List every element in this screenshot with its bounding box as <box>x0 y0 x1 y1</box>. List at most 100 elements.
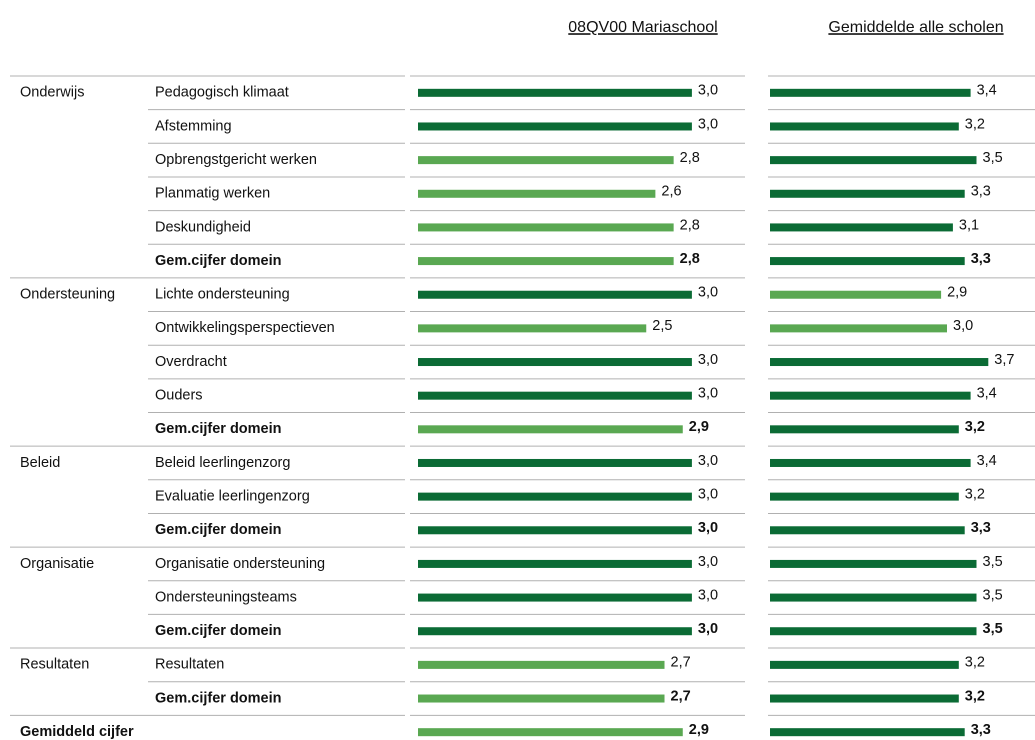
value-label: 3,7 <box>994 352 1014 368</box>
bar <box>770 425 959 434</box>
bar <box>418 223 674 232</box>
bar <box>770 559 977 568</box>
bar <box>770 627 977 636</box>
bar <box>770 526 965 535</box>
domain-label: Organisatie <box>20 556 94 572</box>
domain-label: Resultaten <box>20 657 89 673</box>
bar <box>418 122 692 131</box>
row-label: Organisatie ondersteuning <box>155 556 325 572</box>
value-label: 2,9 <box>947 285 967 301</box>
bar <box>418 593 692 602</box>
bar <box>770 358 989 367</box>
bar <box>418 458 692 467</box>
value-label: 2,5 <box>652 318 672 334</box>
row-label: Gem.cijfer domein <box>155 623 282 639</box>
bar <box>418 728 683 737</box>
bar <box>418 425 683 434</box>
value-label: 2,7 <box>671 688 691 704</box>
domain-label: Beleid <box>20 455 60 471</box>
value-label: 3,2 <box>965 116 985 132</box>
bar <box>418 559 692 568</box>
value-label: 2,7 <box>671 655 691 671</box>
column-header: 08QV00 Mariaschool <box>568 19 717 36</box>
value-label: 3,2 <box>965 419 985 435</box>
bar <box>770 660 959 669</box>
value-label: 3,0 <box>698 554 718 570</box>
value-label: 3,0 <box>698 486 718 502</box>
value-label: 3,2 <box>965 655 985 671</box>
row-label: Lichte ondersteuning <box>155 287 290 303</box>
bar <box>770 593 977 602</box>
row-label: Resultaten <box>155 657 224 673</box>
row-label: Gem.cijfer domein <box>155 690 282 706</box>
bar <box>418 156 674 165</box>
value-label: 3,3 <box>971 722 991 738</box>
bar <box>770 694 959 703</box>
bar <box>770 458 971 467</box>
bar <box>770 257 965 266</box>
bar <box>770 324 947 333</box>
bar <box>770 88 971 97</box>
value-label: 3,4 <box>977 453 997 469</box>
row-label: Gem.cijfer domein <box>155 253 282 269</box>
row-label: Gem.cijfer domein <box>155 522 282 538</box>
value-label: 3,0 <box>698 285 718 301</box>
bar <box>770 492 959 501</box>
bar <box>770 156 977 165</box>
row-label: Afstemming <box>155 118 232 134</box>
bar <box>418 627 692 636</box>
row-label: Pedagogisch klimaat <box>155 85 289 101</box>
domain-label: Onderwijs <box>20 85 84 101</box>
row-label: Deskundigheid <box>155 219 251 235</box>
value-label: 3,0 <box>953 318 973 334</box>
bar <box>770 391 971 400</box>
column-header: Gemiddelde alle scholen <box>828 19 1003 36</box>
bar <box>770 189 965 198</box>
value-label: 3,0 <box>698 352 718 368</box>
value-label: 3,2 <box>965 688 985 704</box>
bar <box>418 358 692 367</box>
value-label: 3,4 <box>977 83 997 99</box>
value-label: 3,0 <box>698 587 718 603</box>
bar <box>418 290 692 299</box>
bar <box>770 122 959 131</box>
bar <box>418 88 692 97</box>
bar <box>418 660 665 669</box>
bar <box>418 324 647 333</box>
value-label: 2,8 <box>680 251 700 267</box>
row-label: Gem.cijfer domein <box>155 421 282 437</box>
value-label: 2,8 <box>680 150 700 166</box>
bar <box>770 728 965 737</box>
value-label: 3,0 <box>698 386 718 402</box>
row-label: Planmatig werken <box>155 186 270 202</box>
value-label: 3,0 <box>698 453 718 469</box>
row-label: Ouders <box>155 388 203 404</box>
value-label: 2,9 <box>689 419 709 435</box>
bar <box>418 526 692 535</box>
domain-label: Ondersteuning <box>20 287 115 303</box>
value-label: 3,2 <box>965 486 985 502</box>
value-label: 3,5 <box>983 587 1003 603</box>
bar <box>418 694 665 703</box>
bar <box>418 391 692 400</box>
value-label: 3,5 <box>983 150 1003 166</box>
value-label: 3,3 <box>971 520 991 536</box>
row-label: Ontwikkelingsperspectieven <box>155 320 335 336</box>
value-label: 2,6 <box>661 184 681 200</box>
value-label: 3,3 <box>971 251 991 267</box>
value-label: 2,9 <box>689 722 709 738</box>
value-label: 3,0 <box>698 520 718 536</box>
row-label: Beleid leerlingenzorg <box>155 455 290 471</box>
bar <box>418 189 656 198</box>
bar <box>770 290 942 299</box>
value-label: 3,1 <box>959 217 979 233</box>
row-label: Evaluatie leerlingenzorg <box>155 488 310 504</box>
value-label: 3,4 <box>977 386 997 402</box>
row-label: Overdracht <box>155 354 227 370</box>
value-label: 3,3 <box>971 184 991 200</box>
value-label: 3,0 <box>698 621 718 637</box>
bar <box>418 492 692 501</box>
row-label: Ondersteuningsteams <box>155 589 297 605</box>
domain-label: Gemiddeld cijfer <box>20 724 134 740</box>
